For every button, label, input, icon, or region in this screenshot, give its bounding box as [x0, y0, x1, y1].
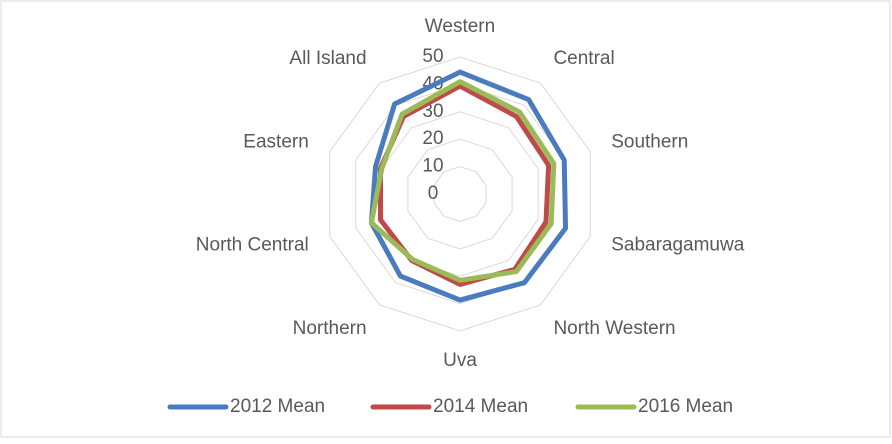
grid-ring — [381, 111, 539, 277]
series-line — [368, 79, 557, 283]
series-line — [368, 69, 569, 303]
grid-ring — [329, 56, 591, 332]
category-label: Southern — [611, 131, 688, 152]
category-label: Uva — [443, 350, 477, 371]
category-label: Sabaragamuwa — [611, 235, 745, 256]
category-label: North Western — [553, 318, 675, 339]
r-tick-label: 20 — [422, 128, 443, 149]
category-label: North Central — [196, 235, 309, 256]
legend-label: 2014 Mean — [433, 396, 528, 417]
r-tick-label: 10 — [422, 156, 443, 177]
r-tick-label: 50 — [422, 46, 443, 67]
category-label: All Island — [289, 48, 366, 69]
category-label: Eastern — [243, 131, 308, 152]
legend-label: 2016 Mean — [638, 396, 733, 417]
legend-label: 2012 Mean — [230, 396, 325, 417]
category-label: Western — [425, 16, 495, 37]
category-label: Northern — [293, 318, 367, 339]
grid-ring — [433, 166, 487, 222]
grid-ring — [407, 138, 513, 250]
r-tick-label: 0 — [428, 183, 439, 204]
category-label: Central — [553, 48, 614, 69]
